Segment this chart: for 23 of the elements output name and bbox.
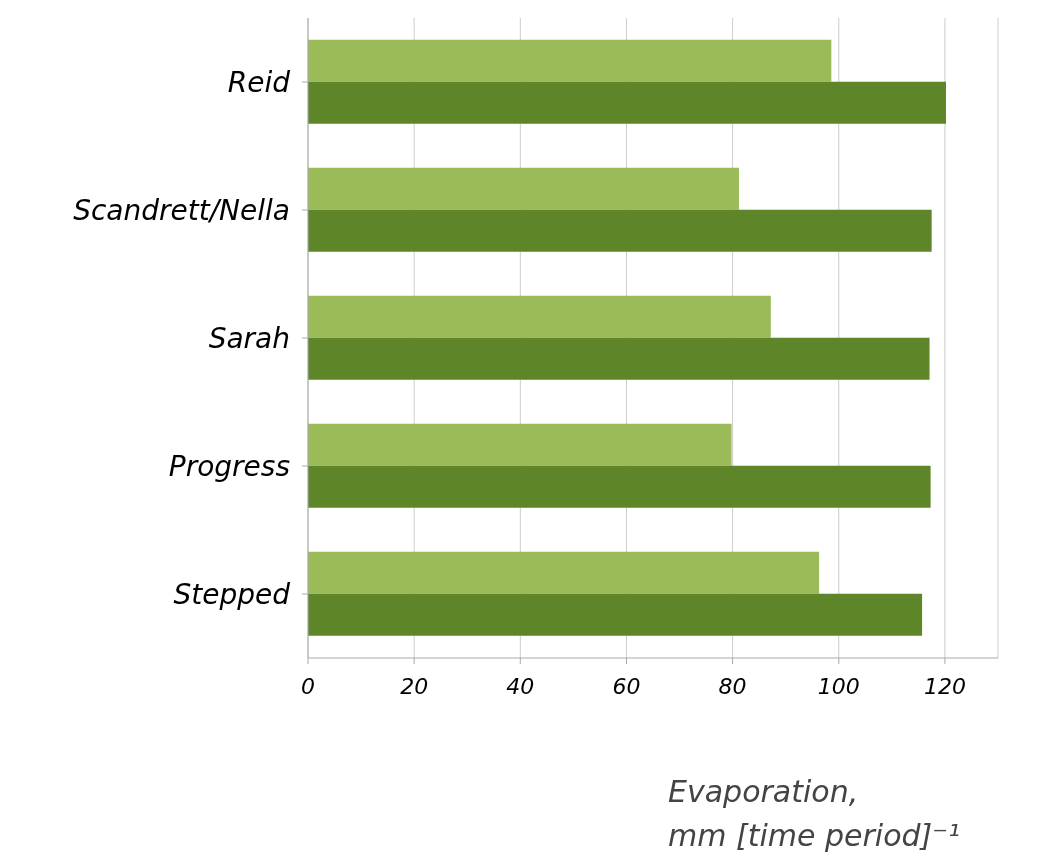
bar [308, 39, 832, 82]
y-tick-label: Reid [227, 65, 291, 99]
y-tick-label: Sarah [208, 321, 290, 355]
y-tick-label: Stepped [173, 577, 291, 611]
x-tick-label: 60 [612, 673, 641, 699]
bar [308, 209, 932, 252]
bar [308, 337, 930, 380]
x-tick-label: 100 [817, 673, 860, 699]
bar [308, 81, 946, 124]
x-tick-label: 20 [400, 673, 429, 699]
bar [308, 551, 820, 594]
bar [308, 465, 931, 508]
x-tick-label: 0 [301, 673, 315, 699]
x-axis-title: Evaporation, mm [time period]⁻¹ [668, 773, 961, 855]
bar [308, 295, 771, 338]
bar [308, 423, 732, 466]
x-tick-label: 40 [506, 673, 535, 699]
y-tick-label: Progress [168, 449, 290, 483]
y-tick-label: Scandrett/Nella [73, 193, 290, 227]
bar [308, 593, 923, 636]
x-tick-label: 80 [718, 673, 747, 699]
x-tick-label: 120 [923, 673, 966, 699]
bar [308, 167, 739, 210]
